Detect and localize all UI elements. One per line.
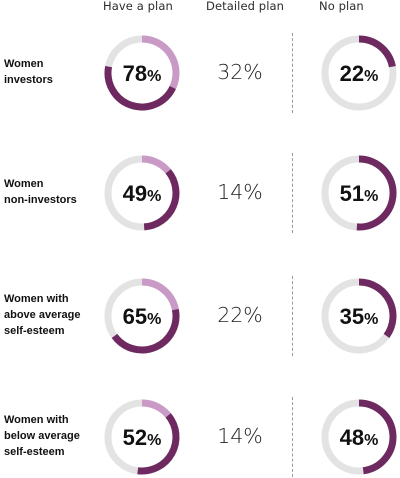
header-no-plan: No plan <box>319 0 364 13</box>
no-plan-donut: 35% <box>321 278 397 354</box>
have-plan-arc <box>104 65 176 111</box>
donut-percent-value: 78 <box>123 61 147 86</box>
row-label-line: Women with <box>4 414 69 426</box>
row-label-line: investors <box>4 74 53 86</box>
row-label-line: below average <box>4 430 80 442</box>
column-divider <box>292 276 293 356</box>
have-plan-donut: 78% <box>104 35 180 111</box>
donut-percent-value: 22 <box>340 61 364 86</box>
column-divider <box>292 397 293 477</box>
column-divider <box>292 33 293 113</box>
no-plan-donut: 51% <box>321 155 397 231</box>
donut-percent-label: 35% <box>340 304 379 329</box>
no-plan-arc <box>358 35 396 68</box>
donut-percent-label: 48% <box>340 425 379 450</box>
donut-percent-unit: % <box>364 188 378 205</box>
have-plan-donut: 52% <box>104 399 180 475</box>
donut-percent-label: 52% <box>123 425 162 450</box>
donut-percent-label: 22% <box>340 61 379 86</box>
row-label: Women non-investors <box>4 176 77 208</box>
donut-percent-value: 48 <box>340 425 364 450</box>
donut-percent-unit: % <box>147 68 161 85</box>
donut-percent-label: 49% <box>123 181 162 206</box>
column-divider <box>292 153 293 233</box>
detailed-plan-arc <box>141 399 171 418</box>
have-plan-donut: 49% <box>104 155 180 231</box>
donut-percent-value: 65 <box>123 304 147 329</box>
have-plan-arc <box>111 308 180 354</box>
row-label-line: non-investors <box>4 194 77 206</box>
no-plan-arc <box>356 155 397 231</box>
header-detailed-plan: Detailed plan <box>206 0 285 13</box>
detailed-plan-value: 14% <box>217 424 263 448</box>
detailed-plan-value: 32% <box>217 60 263 84</box>
donut-percent-unit: % <box>364 432 378 449</box>
no-plan-arc <box>358 399 397 475</box>
donut-percent-unit: % <box>147 432 161 449</box>
row-label-line: Women <box>4 178 44 190</box>
row-label: Women with above average self-esteem <box>4 291 80 339</box>
row-label-line: self-esteem <box>4 325 65 337</box>
donut-percent-unit: % <box>147 311 161 328</box>
detailed-plan-arc <box>141 35 180 89</box>
donut-percent-unit: % <box>364 68 378 85</box>
donut-percent-value: 49 <box>123 181 147 206</box>
row-label-line: self-esteem <box>4 446 65 458</box>
row-label: Women investors <box>4 56 53 88</box>
donut-percent-label: 78% <box>123 61 162 86</box>
detailed-plan-value: 14% <box>217 180 263 204</box>
donut-percent-unit: % <box>364 311 378 328</box>
detailed-plan-value: 22% <box>217 303 263 327</box>
detailed-plan-arc <box>141 155 171 174</box>
donut-percent-value: 52 <box>123 425 147 450</box>
donut-percent-label: 65% <box>123 304 162 329</box>
no-plan-arc <box>358 278 397 339</box>
no-plan-donut: 22% <box>321 35 397 111</box>
detailed-plan-arc <box>141 278 179 311</box>
have-plan-donut: 65% <box>104 278 180 354</box>
have-plan-arc <box>143 169 180 231</box>
row-label: Women with below average self-esteem <box>4 412 80 460</box>
row-label-line: Women <box>4 58 44 70</box>
donut-percent-label: 51% <box>340 181 379 206</box>
have-plan-arc <box>137 413 180 475</box>
header-have-a-plan: Have a plan <box>103 0 173 13</box>
row-label-line: above average <box>4 309 81 321</box>
row-label-line: Women with <box>4 293 69 305</box>
donut-percent-value: 51 <box>340 181 364 206</box>
donut-percent-value: 35 <box>340 304 364 329</box>
donut-percent-unit: % <box>147 188 161 205</box>
no-plan-donut: 48% <box>321 399 397 475</box>
